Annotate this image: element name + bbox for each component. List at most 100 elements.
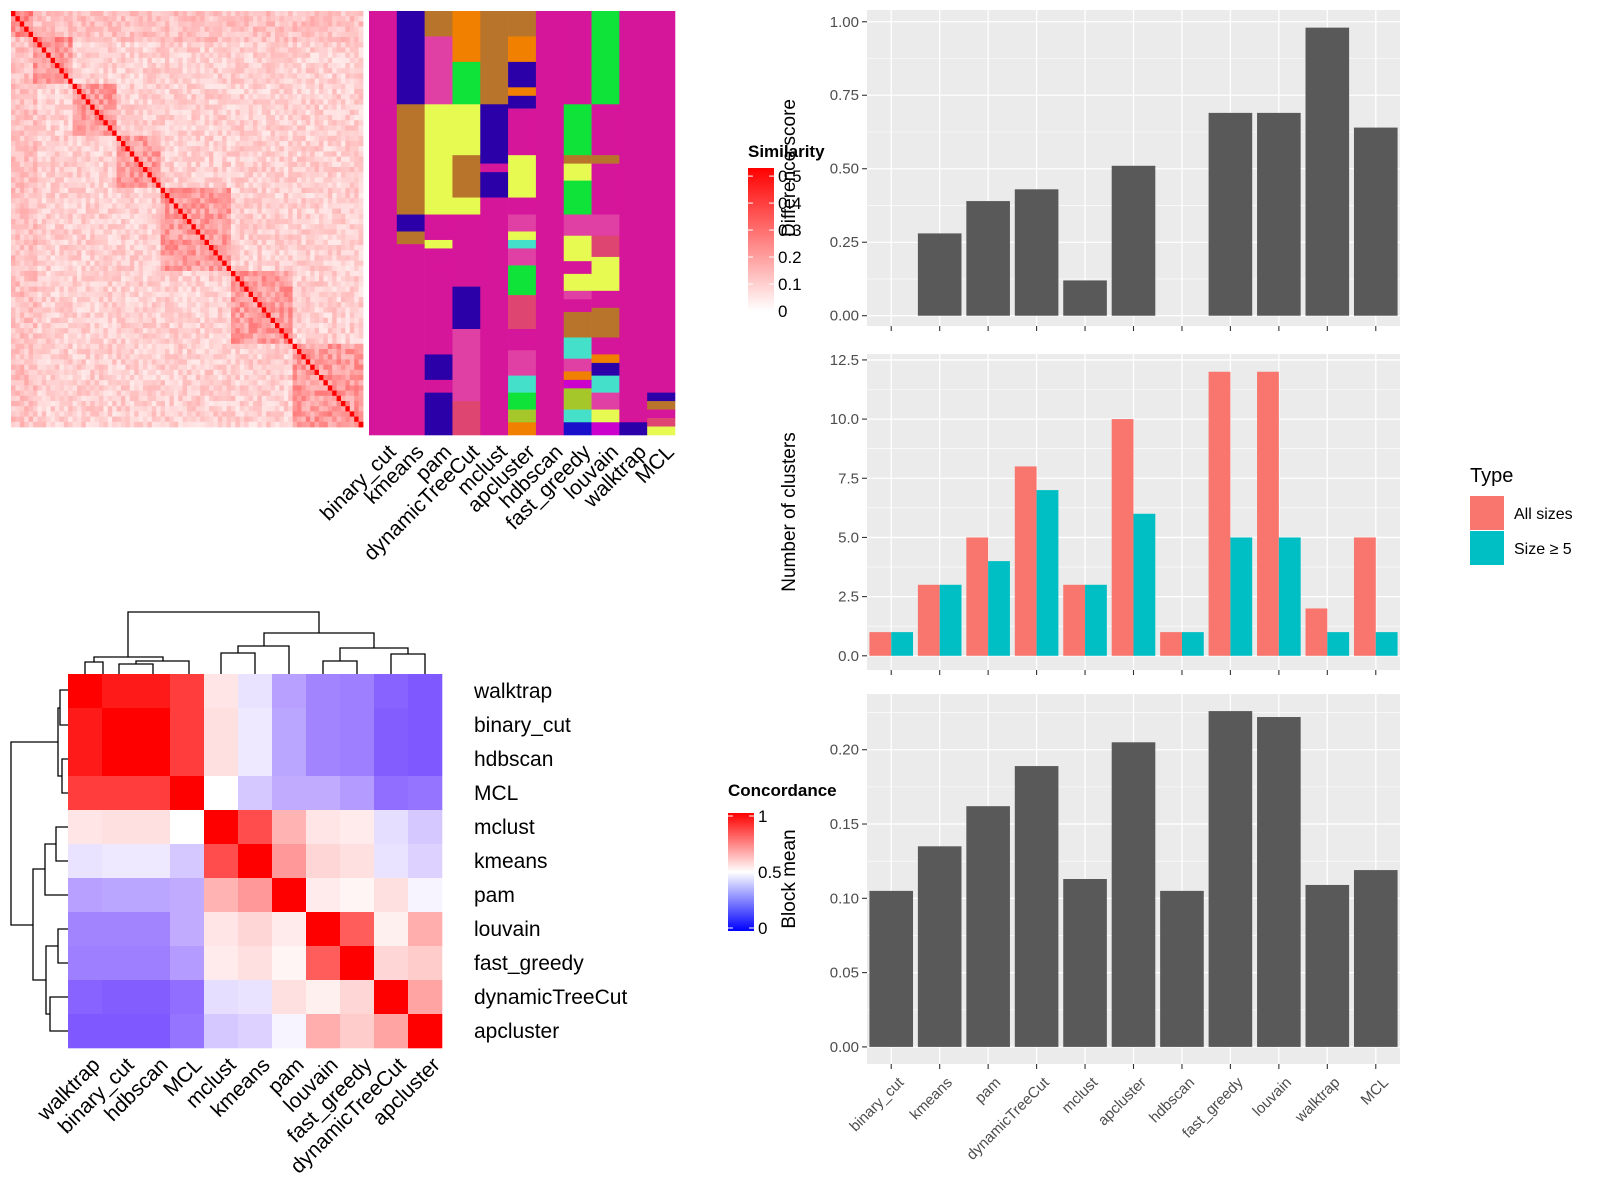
similarity-cell — [292, 229, 298, 235]
similarity-cell — [332, 31, 337, 38]
similarity-cell — [107, 94, 113, 100]
similarity-cell — [81, 234, 87, 241]
similarity-cell — [349, 172, 355, 178]
similarity-cell — [314, 115, 320, 121]
similarity-cell — [310, 245, 315, 251]
similarity-cell — [94, 94, 100, 100]
similarity-cell — [283, 94, 289, 100]
similarity-cell — [72, 302, 78, 308]
similarity-cell — [41, 99, 47, 105]
similarity-cell — [19, 135, 25, 142]
similarity-cell — [15, 11, 21, 17]
similarity-cell — [90, 198, 95, 204]
similarity-cell — [187, 271, 192, 277]
similarity-cell — [248, 26, 254, 33]
similarity-cell — [213, 328, 219, 334]
similarity-cell — [24, 333, 29, 339]
similarity-cell — [217, 317, 223, 324]
similarity-cell — [169, 172, 175, 178]
similarity-cell — [257, 57, 263, 64]
similarity-cell — [165, 250, 170, 256]
similarity-cell — [77, 245, 82, 251]
similarity-cell — [191, 26, 197, 33]
similarity-cell — [59, 135, 65, 142]
similarity-cell — [354, 83, 359, 90]
similarity-cell — [72, 276, 78, 282]
similarity-cell — [279, 281, 285, 287]
similarity-cell — [332, 328, 337, 334]
similarity-cell — [156, 255, 161, 261]
similarity-cell — [90, 172, 95, 178]
similarity-cell — [349, 208, 355, 215]
similarity-cell — [15, 328, 21, 334]
similarity-cell — [182, 245, 188, 251]
similarity-cell — [81, 198, 87, 204]
similarity-cell — [222, 239, 227, 246]
similarity-cell — [266, 156, 271, 163]
similarity-cell — [327, 229, 333, 235]
similarity-cell — [103, 291, 109, 298]
similarity-cell — [301, 161, 307, 168]
similarity-cell — [55, 307, 60, 313]
similarity-cell — [182, 47, 188, 53]
similarity-cell — [275, 120, 280, 126]
similarity-cell — [319, 286, 324, 293]
similarity-cell — [173, 94, 179, 100]
similarity-cell — [310, 115, 315, 121]
similarity-cell — [41, 245, 47, 251]
similarity-cell — [332, 245, 337, 251]
similarity-cell — [116, 219, 122, 225]
similarity-cell — [358, 198, 364, 204]
similarity-cell — [354, 141, 359, 147]
similarity-cell — [15, 26, 21, 33]
similarity-cell — [187, 16, 192, 22]
similarity-cell — [138, 52, 144, 59]
similarity-cell — [279, 31, 285, 38]
similarity-cell — [349, 219, 355, 225]
similarity-cell — [37, 333, 43, 339]
similarity-cell — [15, 125, 21, 131]
similarity-cell — [297, 198, 302, 204]
similarity-cell — [11, 239, 16, 246]
similarity-cell — [305, 177, 311, 183]
similarity-cell — [72, 177, 78, 183]
similarity-cell — [261, 63, 267, 69]
similarity-cell — [94, 265, 100, 272]
similarity-cell — [129, 146, 135, 152]
similarity-cell — [147, 63, 153, 69]
similarity-cell — [314, 156, 320, 163]
similarity-cell — [59, 94, 65, 100]
similarity-cell — [77, 31, 82, 38]
similarity-cell — [231, 21, 236, 27]
similarity-cell — [125, 177, 131, 183]
similarity-cell — [147, 260, 153, 267]
similarity-cell — [121, 156, 126, 163]
similarity-cell — [358, 156, 364, 163]
similarity-cell — [147, 94, 153, 100]
similarity-cell — [103, 250, 109, 256]
similarity-cell — [288, 21, 293, 27]
similarity-cell — [160, 16, 166, 22]
similarity-cell — [204, 302, 210, 308]
similarity-cell — [103, 286, 109, 293]
similarity-cell — [94, 57, 100, 64]
similarity-cell — [226, 68, 232, 74]
similarity-cell — [46, 83, 51, 90]
similarity-cell — [178, 120, 183, 126]
similarity-cell — [323, 156, 329, 163]
similarity-cell — [59, 245, 65, 251]
similarity-cell — [116, 52, 122, 59]
similarity-cell — [63, 37, 69, 43]
similarity-cell — [327, 245, 333, 251]
similarity-cell — [147, 42, 153, 48]
similarity-cell — [253, 203, 258, 209]
similarity-cell — [266, 52, 271, 59]
similarity-cell — [257, 245, 263, 251]
similarity-cell — [327, 125, 333, 131]
similarity-cell — [112, 151, 117, 157]
similarity-cell — [327, 78, 333, 85]
similarity-cell — [81, 156, 87, 163]
similarity-cell — [94, 89, 100, 95]
similarity-cell — [134, 11, 139, 17]
similarity-cell — [248, 172, 254, 178]
